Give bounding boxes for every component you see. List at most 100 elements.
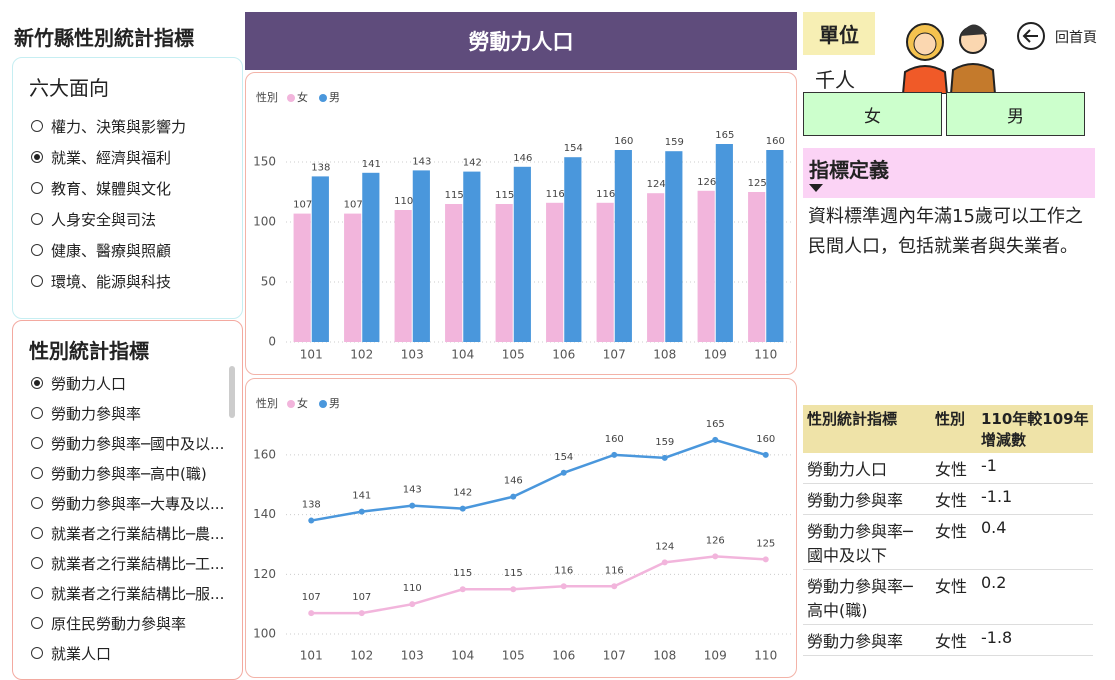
- x-tick-label: 101: [300, 649, 323, 663]
- slicer-title: 六大面向: [29, 72, 109, 101]
- point: [359, 610, 365, 616]
- legend-title: 性別: [256, 396, 278, 410]
- x-tick-label: 110: [754, 649, 777, 663]
- y-tick-label: 0: [268, 335, 276, 349]
- data-label: 146: [513, 153, 532, 164]
- point: [460, 586, 466, 592]
- y-tick-label: 50: [261, 275, 276, 289]
- table-cell: 女性: [931, 570, 977, 625]
- radio[interactable]: [31, 244, 43, 256]
- radio[interactable]: [31, 617, 43, 629]
- slicer-option[interactable]: 就業、經濟與福利: [31, 147, 171, 168]
- radio[interactable]: [31, 527, 43, 539]
- bar: [362, 173, 379, 342]
- data-label: 143: [403, 485, 422, 496]
- radio[interactable]: [31, 120, 43, 132]
- bar: [546, 203, 563, 342]
- slicer-option[interactable]: 原住民勞動力參與率: [31, 613, 186, 634]
- data-label: 116: [546, 189, 565, 200]
- definition-text: 資料標準週內年滿15歲可以工作之民間人口，包括就業者與失業者。: [808, 202, 1086, 262]
- home-icon[interactable]: [1015, 20, 1047, 52]
- radio[interactable]: [31, 151, 43, 163]
- legend-label: 男: [329, 397, 340, 410]
- unit-label: 單位: [803, 12, 875, 55]
- slicer-option[interactable]: 勞動力參與率─高中(職): [31, 463, 207, 484]
- data-label: 141: [362, 159, 381, 170]
- option-label: 勞動力人口: [51, 375, 126, 393]
- point: [409, 503, 415, 509]
- gender-button[interactable]: 男: [946, 92, 1085, 136]
- data-label: 107: [302, 592, 321, 603]
- legend-marker: [287, 400, 295, 408]
- legend-label: 女: [297, 396, 308, 410]
- data-label: 110: [403, 583, 422, 594]
- y-tick-label: 160: [253, 447, 276, 461]
- x-tick-label: 104: [451, 348, 474, 362]
- radio[interactable]: [31, 467, 43, 479]
- radio[interactable]: [31, 377, 43, 389]
- table-cell: -1: [977, 453, 1093, 484]
- data-label: 154: [564, 143, 583, 154]
- data-label: 146: [504, 476, 523, 487]
- table-cell: 勞動力人口: [803, 453, 931, 484]
- data-label: 165: [715, 130, 734, 141]
- radio[interactable]: [31, 213, 43, 225]
- slicer-option[interactable]: 勞動力參與率─大專及以...: [31, 493, 224, 514]
- x-tick-label: 102: [350, 348, 373, 362]
- banner: 勞動力人口: [245, 12, 797, 70]
- slicer-option[interactable]: 權力、決策與影響力: [31, 116, 186, 137]
- home-link[interactable]: 回首頁: [1055, 27, 1097, 47]
- radio[interactable]: [31, 182, 43, 194]
- table-row: 勞動力人口女性-1: [803, 453, 1093, 484]
- gender-button[interactable]: 女: [803, 92, 942, 136]
- option-label: 教育、媒體與文化: [51, 180, 171, 198]
- scrollbar[interactable]: [229, 366, 235, 418]
- point: [611, 583, 617, 589]
- table-row: 勞動力參與率女性-1.1: [803, 484, 1093, 515]
- radio[interactable]: [31, 437, 43, 449]
- data-label: 160: [614, 136, 633, 147]
- point: [510, 586, 516, 592]
- x-tick-label: 107: [603, 348, 626, 362]
- slicer-option[interactable]: 勞動力參與率─國中及以...: [31, 433, 224, 454]
- data-label: 116: [596, 189, 615, 200]
- radio[interactable]: [31, 275, 43, 287]
- option-label: 就業者之行業結構比─農...: [51, 525, 224, 543]
- option-label: 就業人口: [51, 645, 111, 663]
- slicer-option[interactable]: 健康、醫療與照顧: [31, 240, 171, 261]
- x-tick-label: 106: [552, 348, 575, 362]
- slicer-option[interactable]: 環境、能源與科技: [31, 271, 171, 292]
- slicer-option[interactable]: 就業人口: [31, 643, 111, 664]
- radio[interactable]: [31, 587, 43, 599]
- slicer-option[interactable]: 人身安全與司法: [31, 209, 156, 230]
- data-label: 125: [748, 178, 767, 189]
- data-label: 125: [756, 538, 775, 549]
- slicer-option[interactable]: 就業者之行業結構比─工...: [31, 553, 224, 574]
- definition-header: 指標定義: [803, 148, 1095, 198]
- point: [460, 506, 466, 512]
- table-cell: -1.8: [977, 625, 1093, 656]
- slicer-option[interactable]: 教育、媒體與文化: [31, 178, 171, 199]
- bar: [615, 150, 632, 342]
- bar: [514, 167, 531, 342]
- slicer-option[interactable]: 勞動力人口: [31, 373, 126, 394]
- point: [712, 437, 718, 443]
- radio[interactable]: [31, 407, 43, 419]
- bar: [294, 214, 311, 342]
- slicer-option[interactable]: 就業者之行業結構比─服...: [31, 583, 224, 604]
- table-cell: 女性: [931, 453, 977, 484]
- slicer-option[interactable]: 勞動力參與率: [31, 403, 141, 424]
- radio[interactable]: [31, 647, 43, 659]
- table-cell: 0.4: [977, 515, 1093, 570]
- slicer-option[interactable]: 就業者之行業結構比─農...: [31, 523, 224, 544]
- data-label: 160: [605, 434, 624, 445]
- y-tick-label: 140: [253, 507, 276, 521]
- radio[interactable]: [31, 557, 43, 569]
- table-cell: 女性: [931, 484, 977, 515]
- radio[interactable]: [31, 497, 43, 509]
